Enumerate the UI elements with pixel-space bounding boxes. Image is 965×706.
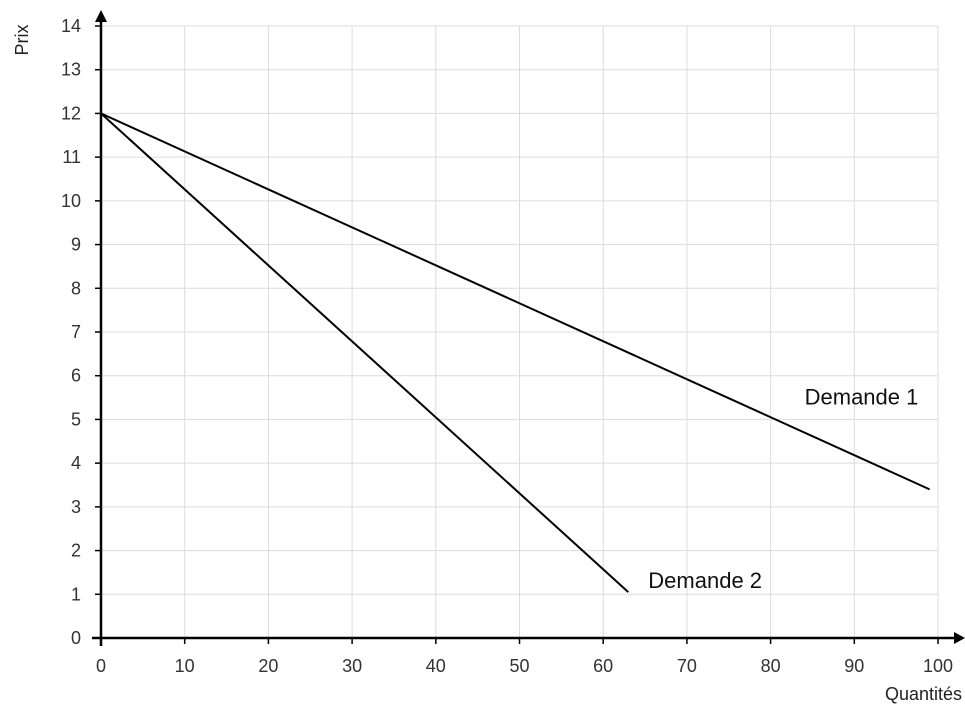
y-tick-label: 14 bbox=[61, 16, 81, 36]
x-tick-label: 40 bbox=[426, 656, 446, 676]
x-tick-label: 50 bbox=[509, 656, 529, 676]
y-tick-label: 1 bbox=[71, 584, 81, 604]
y-tick-label: 7 bbox=[71, 322, 81, 342]
series-line-2 bbox=[100, 112, 629, 593]
y-axis-arrow bbox=[95, 10, 107, 22]
x-tick-label: 70 bbox=[677, 656, 697, 676]
y-tick-label: 4 bbox=[71, 453, 81, 473]
x-tick-label: 100 bbox=[923, 656, 953, 676]
y-tick-label: 2 bbox=[71, 541, 81, 561]
y-tick-label: 8 bbox=[71, 278, 81, 298]
y-tick-label: 3 bbox=[71, 497, 81, 517]
y-tick-label: 10 bbox=[61, 191, 81, 211]
series-label-2: Demande 2 bbox=[648, 568, 762, 593]
x-axis-title: Quantités bbox=[885, 684, 962, 704]
y-tick-label: 6 bbox=[71, 366, 81, 386]
y-tick-label: 11 bbox=[62, 147, 81, 167]
x-tick-label: 30 bbox=[342, 656, 362, 676]
y-tick-label: 5 bbox=[71, 409, 81, 429]
grid bbox=[101, 25, 939, 638]
x-tick-label: 0 bbox=[96, 656, 106, 676]
series: Demande 1 Demande 2 bbox=[100, 112, 931, 593]
y-tick-label: 0 bbox=[71, 628, 81, 648]
tick-labels: 0 10 20 30 40 50 60 70 80 90 100012345678910111213… bbox=[61, 16, 953, 676]
x-tick-label: 90 bbox=[844, 656, 864, 676]
y-axis-title: Prix bbox=[12, 25, 32, 56]
x-tick-label: 10 bbox=[175, 656, 195, 676]
x-tick-label: 20 bbox=[258, 656, 278, 676]
y-tick-label: 13 bbox=[61, 60, 81, 80]
x-tick-label: 60 bbox=[593, 656, 613, 676]
x-tick-label: 80 bbox=[761, 656, 781, 676]
series-line-1 bbox=[100, 112, 931, 491]
axes bbox=[92, 10, 965, 646]
series-label-1: Demande 1 bbox=[805, 384, 919, 409]
y-tick-label: 9 bbox=[71, 235, 81, 255]
y-tick-label: 12 bbox=[61, 103, 81, 123]
x-axis-arrow bbox=[954, 632, 965, 644]
